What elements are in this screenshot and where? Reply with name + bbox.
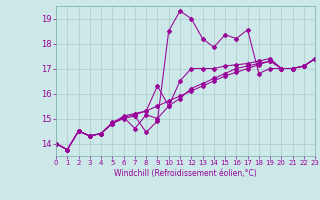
X-axis label: Windchill (Refroidissement éolien,°C): Windchill (Refroidissement éolien,°C)	[114, 169, 257, 178]
